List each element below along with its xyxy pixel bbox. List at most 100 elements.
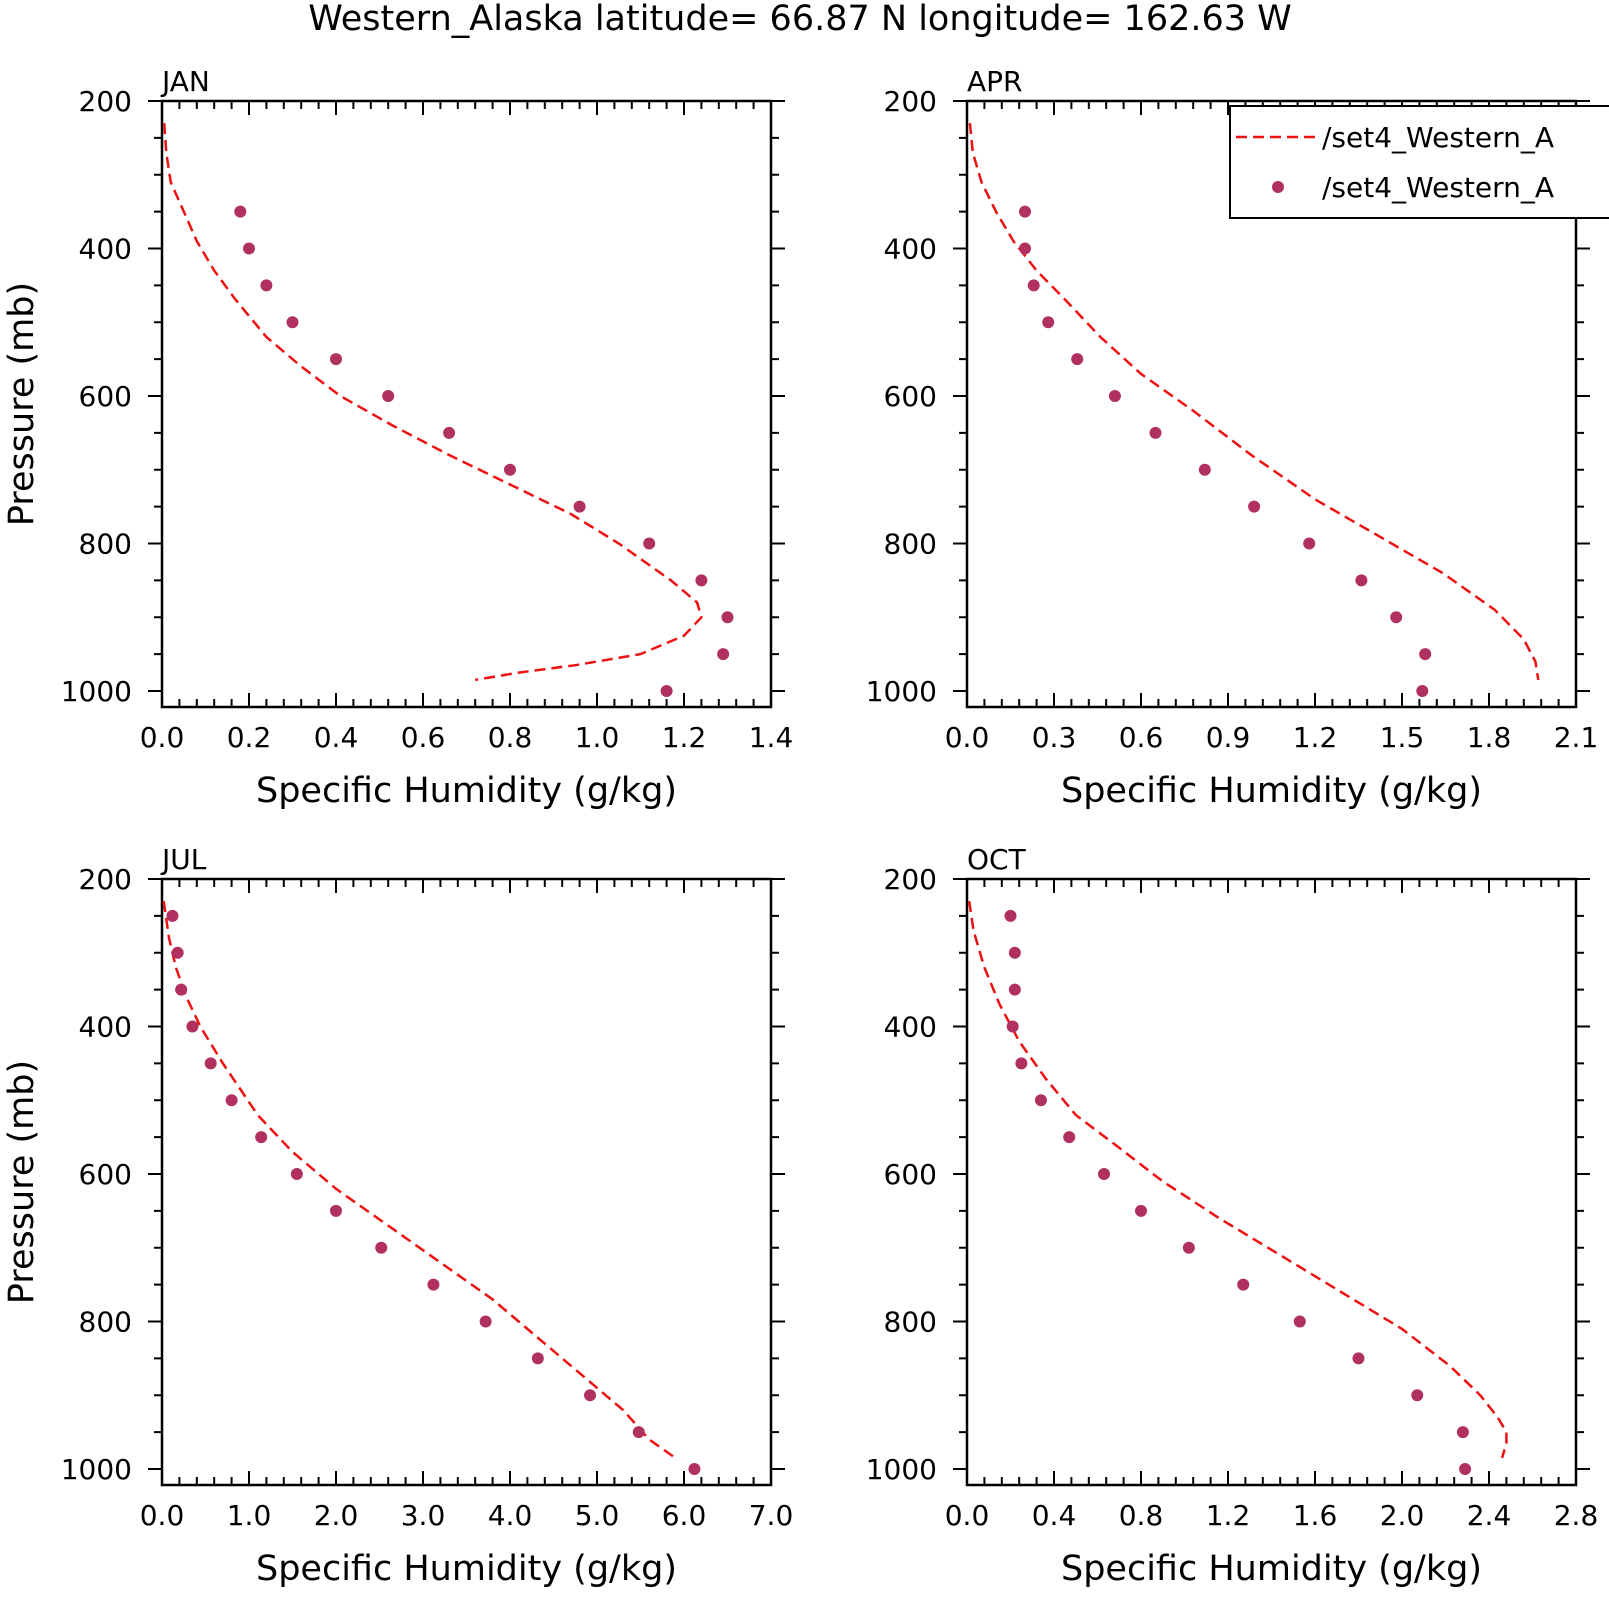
x-tick-label: 1.2 [1206, 1499, 1251, 1532]
data-point [1416, 685, 1429, 697]
x-tick-label: 4.0 [488, 1499, 533, 1532]
panel-label: JUL [160, 843, 207, 876]
data-point [260, 279, 273, 292]
data-point [1248, 500, 1261, 513]
data-point [1135, 1204, 1147, 1217]
data-point [717, 648, 730, 661]
data-point [1390, 611, 1403, 624]
data-point [1098, 1168, 1111, 1180]
data-point [1293, 1315, 1306, 1328]
y-tick-label: 1000 [61, 675, 132, 708]
x-tick-label: 0.4 [1032, 1499, 1077, 1532]
x-tick-label: 0.9 [1206, 721, 1251, 754]
series-line [162, 123, 703, 682]
x-axis-label: Specific Humidity (g/kg) [256, 771, 677, 811]
x-tick-label: 5.0 [575, 1499, 620, 1532]
plot-frame [160, 99, 773, 709]
x-tick-label: 2.8 [1554, 1499, 1599, 1532]
data-point [1063, 1131, 1076, 1144]
x-tick-label: 0.0 [945, 1499, 990, 1532]
data-point [375, 1241, 388, 1254]
data-point [643, 537, 656, 550]
x-tick-label: 0.2 [227, 721, 272, 754]
x-tick-label: 0.8 [1119, 1499, 1164, 1532]
x-axis-label: Specific Humidity (g/kg) [1061, 1549, 1482, 1589]
y-tick-label: 200 [884, 85, 937, 118]
y-tick-label: 200 [79, 85, 132, 118]
x-tick-label: 2.0 [314, 1499, 359, 1532]
data-point [632, 1426, 645, 1439]
data-point [186, 1020, 199, 1033]
y-tick-label: 200 [884, 863, 937, 896]
panel-oct: OCT 0.0 0.4 0.8 1.2 1.6 2.0 2.4 2.8 200 400 600 800 1… [866, 843, 1599, 1589]
x-tick-label: 2.0 [1380, 1499, 1425, 1532]
data-point [573, 500, 586, 513]
data-group [162, 900, 701, 1475]
y-tick-label: 600 [884, 1158, 937, 1191]
data-point [1019, 242, 1031, 255]
y-tick-label: 400 [79, 233, 132, 266]
legend-line-label: /set4_Western_A [1322, 121, 1554, 154]
data-point [171, 946, 184, 959]
panel-label: JAN [160, 65, 210, 98]
x-tick-label: 6.0 [662, 1499, 707, 1532]
data-point [1071, 353, 1084, 366]
y-tick-label: 400 [884, 233, 937, 266]
legend-dot-label: /set4_Western_A [1322, 171, 1554, 204]
data-point [1008, 946, 1021, 959]
y-tick-label: 600 [79, 380, 132, 413]
y-tick-label: 1000 [61, 1453, 132, 1486]
data-point [255, 1131, 268, 1144]
data-point [1015, 1057, 1028, 1070]
y-tick-label: 800 [884, 528, 937, 561]
data-point [695, 574, 708, 587]
x-axis-label: Specific Humidity (g/kg) [256, 1549, 677, 1589]
series-line [968, 122, 1540, 681]
x-tick-label: 0.4 [314, 721, 359, 754]
data-point [1459, 1463, 1472, 1475]
plot-frame [965, 877, 1578, 1487]
x-tick-label: 0.3 [1032, 721, 1077, 754]
data-point [1237, 1278, 1250, 1291]
data-group [162, 123, 734, 697]
x-tick-label: 2.1 [1554, 721, 1599, 754]
data-point [1034, 1094, 1047, 1107]
data-point [1149, 426, 1162, 439]
panel-jan: JAN 0.0 0.2 0.4 0.6 0.8 1.0 1.2 1.4 200 400 600 800 1… [2, 65, 793, 811]
data-point [330, 353, 342, 366]
data-group [968, 122, 1540, 697]
x-tick-label: 1.0 [227, 1499, 272, 1532]
legend-dot-swatch [1272, 181, 1284, 193]
data-point [1042, 316, 1055, 329]
data-point [243, 242, 255, 255]
data-point [1419, 648, 1432, 661]
y-tick-label: 600 [79, 1158, 132, 1191]
x-axis-label: Specific Humidity (g/kg) [1061, 771, 1482, 811]
x-tick-label: 1.0 [575, 721, 620, 754]
data-point [1004, 909, 1017, 922]
data-point [234, 205, 247, 218]
series-line [967, 900, 1508, 1459]
data-point [660, 685, 673, 697]
data-point [1006, 1020, 1019, 1033]
plot-frame [160, 877, 773, 1487]
x-tick-label: 1.5 [1380, 721, 1425, 754]
y-axis-label: Pressure (mb) [2, 282, 42, 526]
data-point [721, 611, 734, 624]
x-tick-label: 1.2 [1293, 721, 1338, 754]
panel-label: APR [967, 65, 1023, 98]
plot-frame [965, 99, 1578, 709]
data-point [504, 463, 516, 476]
x-tick-label: 7.0 [749, 1499, 794, 1532]
data-point [286, 316, 299, 329]
x-tick-label: 2.4 [1467, 1499, 1512, 1532]
data-point [1019, 205, 1031, 218]
x-tick-label: 3.0 [401, 1499, 446, 1532]
data-point [330, 1204, 342, 1217]
x-tick-label: 1.2 [662, 721, 707, 754]
data-point [1182, 1241, 1195, 1254]
x-tick-label: 1.8 [1467, 721, 1512, 754]
y-tick-label: 800 [79, 528, 132, 561]
data-point [443, 426, 456, 439]
